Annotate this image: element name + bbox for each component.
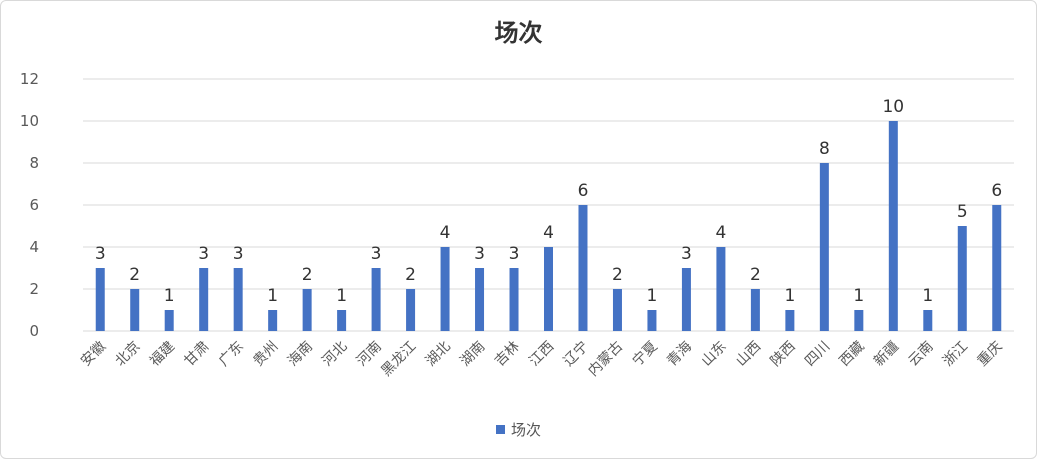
data-label: 2	[302, 265, 313, 285]
data-label: 3	[233, 244, 244, 264]
data-label: 3	[509, 244, 520, 264]
x-tick-label: 安徽	[78, 339, 109, 370]
bar	[268, 310, 278, 331]
data-label: 1	[922, 286, 933, 306]
bar	[785, 310, 795, 331]
bar	[544, 247, 553, 331]
bar	[750, 289, 760, 331]
data-label: 1	[853, 286, 864, 306]
y-tick-label: 6	[29, 196, 39, 214]
x-tick-label: 云南	[906, 339, 937, 370]
bar	[130, 289, 140, 331]
y-tick-label: 0	[29, 322, 39, 340]
data-label: 6	[991, 181, 1002, 201]
legend-swatch	[495, 425, 505, 434]
bar	[199, 268, 209, 331]
x-tick-label: 辽宁	[560, 338, 592, 370]
data-label: 1	[647, 286, 658, 306]
x-tick-label: 四川	[802, 339, 833, 370]
y-tick-label: 2	[29, 280, 39, 298]
x-tick-label: 吉林	[492, 339, 523, 370]
data-label: 4	[543, 223, 554, 243]
y-tick-label: 10	[20, 112, 39, 130]
bar	[819, 163, 829, 331]
x-tick-label: 福建	[147, 339, 178, 370]
bar	[337, 310, 347, 331]
data-label: 4	[440, 223, 451, 243]
data-label: 3	[474, 244, 485, 264]
bar	[95, 268, 105, 331]
data-label: 6	[578, 181, 589, 201]
x-tick-label: 甘肃	[181, 339, 212, 370]
x-tick-label: 宁夏	[629, 338, 661, 370]
y-tick-label: 4	[29, 238, 39, 256]
bar	[509, 268, 519, 331]
bar	[888, 121, 898, 331]
bar	[992, 205, 1002, 331]
chart-title: 场次	[494, 19, 543, 47]
data-label: 5	[957, 202, 968, 222]
bar	[406, 289, 416, 331]
x-tick-label: 湖北	[423, 339, 454, 370]
x-tick-label: 山东	[699, 339, 730, 370]
data-label: 2	[129, 265, 140, 285]
x-tick-label: 山西	[733, 339, 764, 370]
bar	[233, 268, 243, 331]
x-tick-label: 北京	[112, 339, 143, 370]
data-label: 3	[95, 244, 106, 264]
data-label: 3	[371, 244, 382, 264]
x-tick-label: 贵州	[250, 339, 281, 370]
x-tick-label: 浙江	[940, 339, 971, 370]
bar	[854, 310, 864, 331]
x-tick-label: 青海	[664, 339, 695, 370]
x-tick-label: 新疆	[871, 339, 902, 370]
x-tick-label: 江西	[526, 339, 557, 370]
data-label: 1	[164, 286, 175, 306]
legend: 场次	[1, 419, 1036, 440]
x-tick-label: 内蒙古	[585, 339, 626, 380]
data-label: 8	[819, 139, 830, 159]
data-label: 2	[405, 265, 416, 285]
x-tick-label: 西藏	[837, 339, 868, 370]
bar	[647, 310, 657, 331]
x-tick-label: 湖南	[457, 339, 488, 370]
data-label: 10	[882, 97, 904, 117]
bar	[475, 268, 485, 331]
bar	[957, 226, 967, 331]
bar	[302, 289, 312, 331]
data-label: 4	[715, 223, 726, 243]
x-tick-label: 重庆	[974, 339, 1005, 370]
x-tick-label: 广东	[216, 339, 247, 370]
bar	[923, 310, 933, 331]
y-tick-label: 8	[29, 154, 39, 172]
data-label: 1	[784, 286, 795, 306]
data-label: 1	[336, 286, 347, 306]
data-label: 3	[681, 244, 692, 264]
data-label: 3	[198, 244, 209, 264]
x-tick-label: 陕西	[768, 339, 799, 370]
bar	[578, 205, 588, 331]
data-label: 1	[267, 286, 278, 306]
bar	[612, 289, 622, 331]
x-tick-label: 河北	[319, 339, 350, 370]
bar	[371, 268, 381, 331]
x-tick-label: 黑龙江	[378, 339, 419, 380]
bar	[681, 268, 691, 331]
data-label: 2	[612, 265, 623, 285]
y-tick-label: 12	[20, 70, 39, 88]
data-label: 2	[750, 265, 761, 285]
bar	[440, 247, 450, 331]
legend-label: 场次	[510, 421, 541, 439]
bar	[716, 247, 726, 331]
x-tick-label: 海南	[285, 339, 316, 370]
bar	[164, 310, 174, 331]
